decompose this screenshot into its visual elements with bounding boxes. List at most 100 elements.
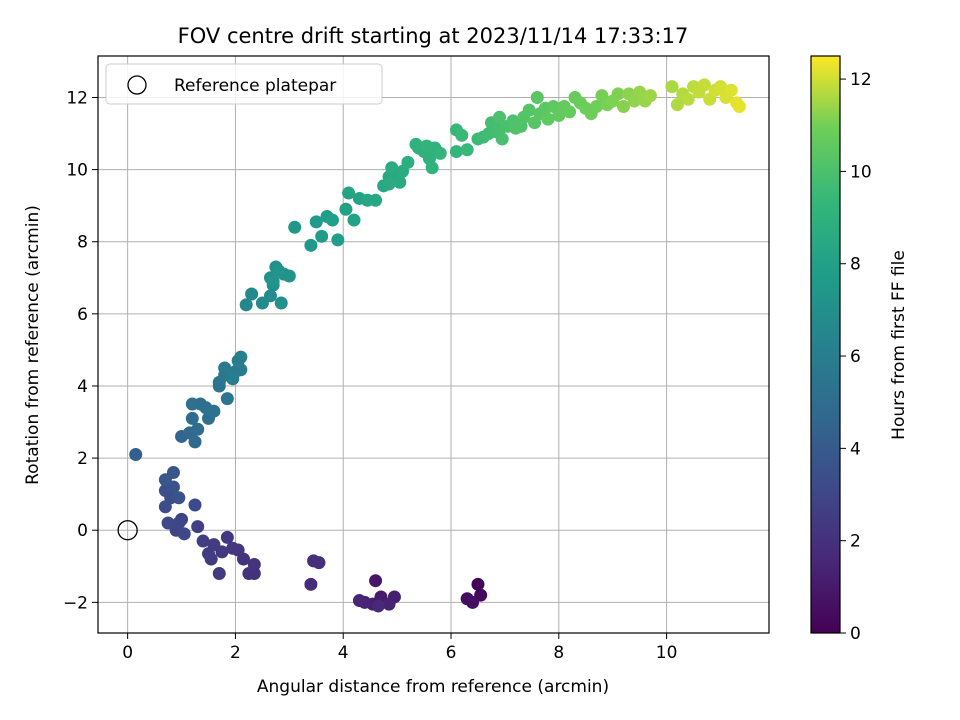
colorbar-tick-label: 10 (850, 162, 872, 182)
data-point (409, 137, 423, 151)
data-point (347, 213, 361, 227)
data-point (226, 372, 240, 386)
x-tick-label: 2 (230, 643, 241, 663)
y-axis-label: Rotation from reference (arcmin) (23, 205, 43, 485)
data-point (493, 110, 507, 124)
data-point (670, 98, 684, 112)
data-point (724, 83, 738, 97)
x-tick-label: 10 (656, 643, 678, 663)
data-point (245, 287, 259, 301)
data-point (339, 202, 353, 216)
data-point (713, 80, 727, 94)
data-point (220, 530, 234, 544)
colorbar-tick-label: 4 (850, 439, 861, 459)
y-tick-label: 8 (77, 233, 88, 253)
data-point (282, 269, 296, 283)
data-point (471, 577, 485, 591)
data-point (201, 547, 215, 561)
data-point (196, 534, 210, 548)
data-point (590, 99, 604, 113)
colorbar-tick-label: 2 (850, 532, 861, 552)
data-point (681, 92, 695, 106)
colorbar: 0 2 4 6 8 10 12 Hours from first FF file (810, 55, 909, 644)
data-point (247, 557, 261, 571)
y-tick-label: 6 (77, 305, 88, 325)
y-tick-label: 4 (77, 377, 88, 397)
data-point (315, 229, 329, 243)
x-tick-label: 4 (338, 643, 349, 663)
data-point (382, 597, 396, 611)
data-point (172, 491, 186, 505)
data-point (309, 215, 323, 229)
legend-reference-marker (127, 75, 147, 95)
data-point (420, 139, 434, 153)
data-point (172, 516, 186, 530)
y-tick-label: 10 (66, 161, 88, 181)
data-point (611, 87, 625, 101)
colorbar-tick-label: 0 (850, 624, 861, 644)
plot-frame (97, 55, 770, 634)
data-point (234, 350, 248, 364)
data-point (425, 161, 439, 175)
colorbar-tick-label: 8 (850, 255, 861, 275)
y-tick-label: 12 (66, 88, 88, 108)
data-points (129, 78, 746, 613)
data-point (466, 595, 480, 609)
data-point (369, 574, 383, 588)
x-tick-label: 6 (446, 643, 457, 663)
data-point (522, 103, 536, 117)
data-point (312, 556, 326, 570)
data-point (495, 132, 509, 146)
data-point (129, 447, 143, 461)
reference-marker-group (117, 520, 138, 541)
data-point (220, 392, 234, 406)
x-tick-label: 0 (122, 643, 133, 663)
data-point (541, 112, 555, 126)
data-point (449, 145, 463, 159)
data-point (185, 411, 199, 425)
data-point (401, 155, 415, 169)
data-point (191, 520, 205, 534)
data-point (218, 361, 232, 375)
data-point (239, 298, 253, 312)
legend-box (105, 63, 383, 105)
data-point (455, 128, 469, 142)
y-tick-label: 0 (77, 521, 88, 541)
x-axis-ticks: 0 2 4 6 8 10 (122, 633, 677, 663)
colorbar-label: Hours from first FF file (889, 250, 909, 440)
legend: Reference platepar (105, 63, 383, 105)
data-point (382, 177, 396, 191)
data-point (530, 90, 544, 104)
colorbar-ticks: 0 2 4 6 8 10 12 (840, 70, 872, 644)
colorbar-gradient (810, 55, 841, 634)
data-point (371, 599, 385, 613)
data-point (263, 289, 277, 303)
y-tick-label: −2 (63, 593, 88, 613)
data-point (643, 89, 657, 103)
colorbar-tick-label: 12 (850, 70, 872, 90)
data-point (266, 274, 280, 288)
data-point (185, 397, 199, 411)
data-point (616, 99, 630, 113)
data-point (226, 541, 240, 555)
data-point (177, 527, 191, 541)
data-point (342, 186, 356, 200)
data-point (188, 435, 202, 449)
x-tick-label: 8 (553, 643, 564, 663)
data-point (304, 577, 318, 591)
data-point (207, 404, 221, 418)
data-point (161, 516, 175, 530)
data-point (272, 264, 286, 278)
data-point (188, 498, 202, 512)
data-point (697, 78, 711, 92)
data-point (352, 594, 366, 608)
legend-entry-reference: Reference platepar (174, 76, 336, 96)
data-point (288, 220, 302, 234)
reference-platepar-marker (117, 520, 138, 541)
data-point (393, 175, 407, 189)
data-point (212, 566, 226, 580)
colorbar-tick-label: 6 (850, 347, 861, 367)
data-point (331, 233, 345, 247)
data-point (325, 213, 339, 227)
